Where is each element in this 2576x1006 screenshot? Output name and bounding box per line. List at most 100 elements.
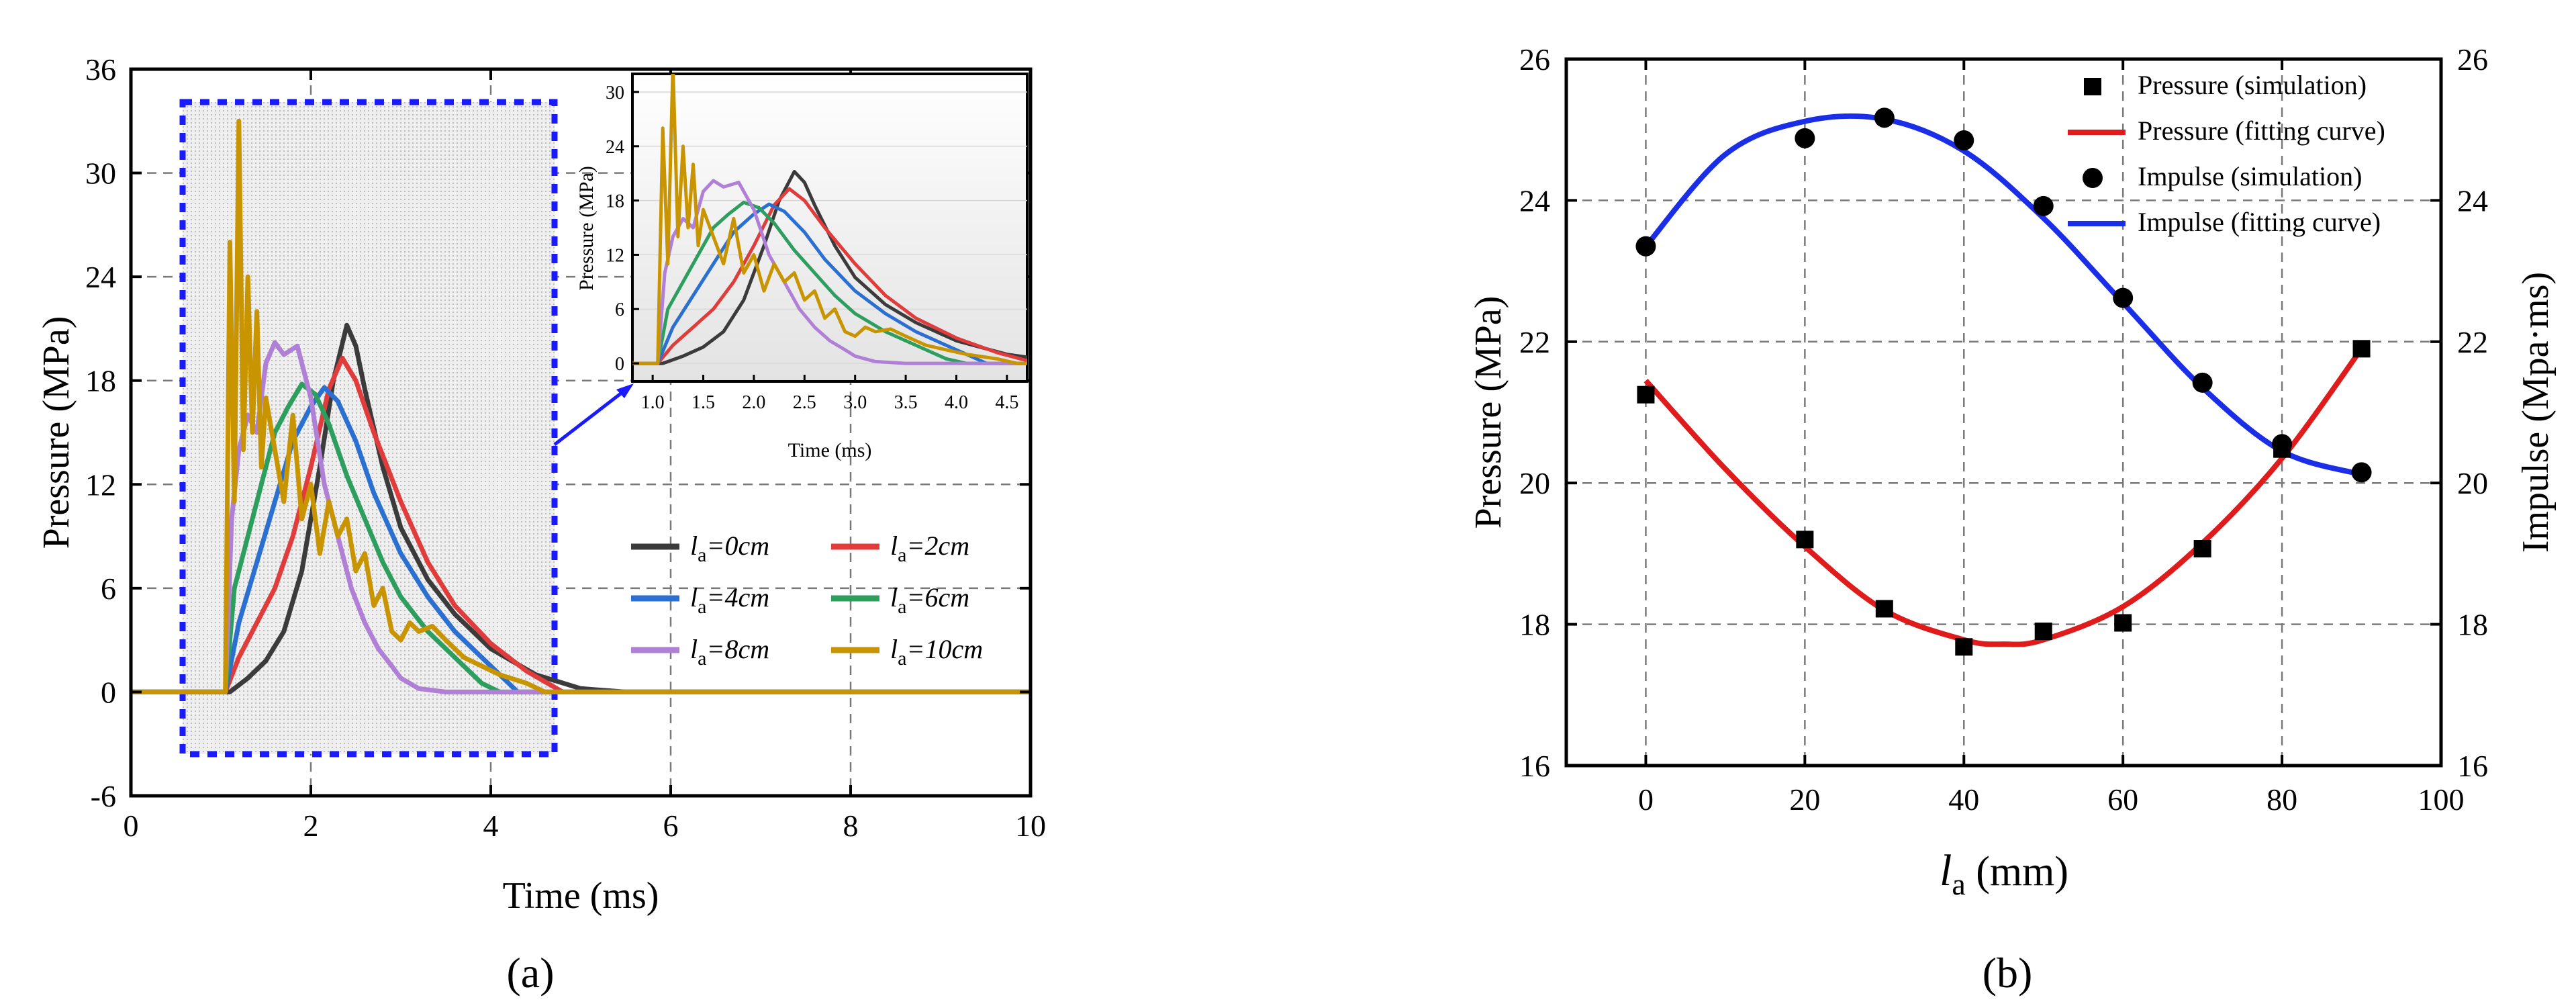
- y-tick-label: 20: [1519, 466, 1550, 500]
- inset-series-line-la=4cm: [632, 202, 1027, 365]
- legend-label-main: l: [690, 634, 698, 664]
- inset-xlabel: Time (ms): [788, 439, 872, 461]
- inset-series: [632, 74, 1027, 365]
- x-tick-label: 10: [1015, 809, 1046, 843]
- legend-label-rest: =6cm: [906, 582, 969, 612]
- pressure-simulation-point: [1637, 385, 1655, 404]
- y-tick-label: 16: [1519, 749, 1550, 783]
- inset-series-line-la=2cm: [632, 187, 1027, 365]
- x-tick-label: 20: [1789, 782, 1820, 817]
- legend-label-la=6cm: la=6cm: [890, 582, 969, 618]
- inset-ylabel: Pressure (MPa): [575, 166, 598, 291]
- legend-label-sub: a: [898, 596, 906, 618]
- legend-label-main: l: [890, 531, 898, 561]
- impulse-simulation-point: [1954, 130, 1974, 150]
- y-tick-label: 22: [1519, 325, 1550, 359]
- y-tick-label: 26: [1519, 42, 1550, 77]
- panel-b-plot-frame: [1564, 57, 2443, 768]
- panel-b-legend: Pressure (simulation) Pressure (fitting c…: [2068, 70, 2385, 237]
- panel-b-label: (b): [1983, 949, 2033, 997]
- legend-label-la=4cm: la=4cm: [690, 582, 769, 618]
- inset-series-line-la=0cm: [632, 170, 1027, 365]
- x-tick-label: 2: [303, 809, 319, 843]
- legend-label-sub: a: [898, 647, 906, 670]
- y2-tick-label: 26: [2457, 42, 2488, 77]
- series-line-la=10cm: [131, 118, 1031, 694]
- x-tick-label: 40: [1948, 782, 1979, 817]
- legend-label-main: l: [890, 582, 898, 612]
- legend-label-la=0cm: la=0cm: [690, 531, 769, 566]
- inset-y-tick-label: 24: [606, 137, 624, 158]
- legend-marker-square: [2084, 78, 2101, 95]
- legend-label: Impulse (fitting curve): [2138, 207, 2381, 237]
- panel-a-series: [131, 118, 1031, 694]
- impulse-fitting-curve: [1643, 113, 2363, 477]
- pressure-simulation-point: [2114, 614, 2132, 632]
- inset-x-tick-label: 4.0: [945, 392, 968, 413]
- legend-label-sub: a: [698, 596, 706, 618]
- y-tick-label: 6: [101, 571, 116, 606]
- legend-label-rest: =0cm: [706, 531, 769, 561]
- inset-x-tick-label: 3.5: [894, 392, 918, 413]
- y-tick-label: 30: [85, 156, 116, 191]
- pressure-simulation-point: [1955, 638, 1973, 656]
- panel-b-xlabel: la (mm): [1940, 846, 2068, 901]
- legend-marker-circle: [2083, 168, 2103, 188]
- y-tick-label: 36: [85, 52, 116, 87]
- legend-label-main: l: [890, 634, 898, 664]
- y-tick-label: 18: [1519, 608, 1550, 642]
- x-tick-label: 6: [663, 809, 679, 843]
- zoom-connector-arrowhead: [616, 383, 634, 398]
- series-line-la=4cm: [131, 385, 1031, 694]
- legend-label-sub: a: [698, 647, 706, 670]
- legend-label-rest: =8cm: [706, 634, 769, 664]
- x-tick-label: 4: [483, 809, 499, 843]
- inset-x-tick-label: 1.0: [641, 392, 665, 413]
- legend-label-sub: a: [698, 544, 706, 566]
- x-tick-label: 0: [124, 809, 139, 843]
- y2-tick-label: 16: [2457, 749, 2488, 783]
- inset-y-tick-label: 30: [606, 83, 624, 103]
- inset-y-tick-label: 0: [615, 354, 624, 375]
- panel-b-xlabel-rest: (mm): [1966, 849, 2068, 895]
- pressure-fitting-curve: [1643, 347, 2364, 647]
- zoom-connector-arrow: [553, 387, 629, 446]
- legend-label: Pressure (simulation): [2138, 70, 2367, 100]
- panel-b-y2label: Impulse (Mpa·ms): [2515, 272, 2557, 553]
- inset-y-tick-label: 6: [615, 300, 624, 320]
- legend-label-rest: =10cm: [906, 634, 983, 664]
- y-tick-label: -6: [91, 779, 116, 813]
- x-tick-label: 8: [843, 809, 859, 843]
- pressure-simulation-point: [1875, 600, 1893, 618]
- impulse-simulation-point: [1795, 128, 1815, 148]
- impulse-simulation-point: [1635, 236, 1656, 257]
- y-tick-label: 18: [85, 364, 116, 398]
- legend-label-sub: a: [898, 544, 906, 566]
- impulse-simulation-point: [2272, 434, 2293, 455]
- impulse-simulation-point: [2113, 287, 2134, 308]
- y2-tick-label: 24: [2457, 183, 2488, 218]
- series-line-la=2cm: [131, 355, 1031, 694]
- y2-tick-label: 22: [2457, 325, 2488, 359]
- inset-axes: 1.0 1.5 2.0 2.5 3.0 3.5 4.0 4.5 0 6 12 18 24 30: [606, 83, 1018, 413]
- inset-y-tick-label: 18: [606, 191, 624, 212]
- legend-label: Pressure (fitting curve): [2138, 116, 2385, 146]
- pressure-simulation-point: [2193, 540, 2211, 558]
- panel-b-ylabel: Pressure (MPa): [1468, 296, 1509, 529]
- inset-series-line-la=6cm: [632, 200, 1027, 365]
- x-tick-label: 0: [1638, 782, 1654, 817]
- panel-b-series: [1635, 107, 2372, 656]
- x-tick-label: 60: [2107, 782, 2138, 817]
- impulse-simulation-point: [2351, 462, 2372, 483]
- panel-b-xlabel-sub: a: [1952, 867, 1965, 901]
- panel-a-label: (a): [506, 949, 554, 997]
- pressure-simulation-point: [2352, 340, 2371, 358]
- panel-a-plot-frame: [129, 67, 1033, 798]
- legend-label-rest: =2cm: [906, 531, 969, 561]
- pressure-simulation-point: [1796, 531, 1814, 549]
- legend-label-la=8cm: la=8cm: [690, 634, 769, 670]
- legend-label-la=10cm: la=10cm: [890, 634, 983, 670]
